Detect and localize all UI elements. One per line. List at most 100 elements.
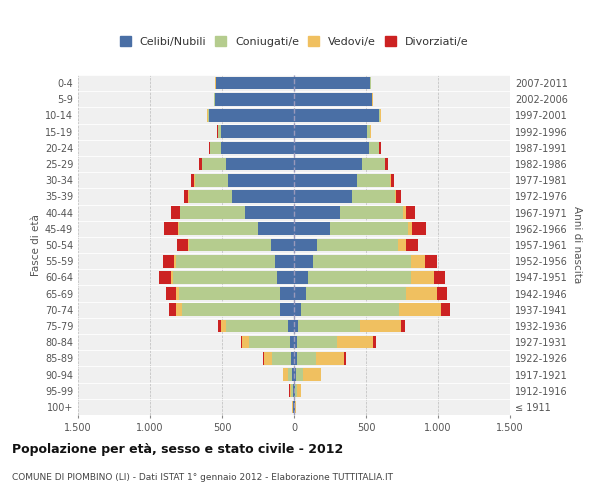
Bar [232,190,294,202]
Bar [308,271,410,283]
Bar [292,368,294,381]
Bar [294,126,367,138]
Bar [176,238,188,252]
Bar [395,190,396,202]
Bar [221,320,226,332]
Bar [297,352,316,364]
Bar [294,238,317,252]
Bar [367,126,370,138]
Bar [166,288,176,300]
Bar [171,206,179,219]
Bar [410,271,434,283]
Bar [283,368,287,381]
Bar [294,352,297,364]
Bar [344,352,346,364]
Bar [294,93,372,106]
Bar [271,238,294,252]
Bar [221,126,294,138]
Bar [298,320,360,332]
Bar [215,93,294,106]
Bar [294,336,297,348]
Bar [245,206,294,219]
Bar [221,142,294,154]
Bar [215,77,216,90]
Bar [362,158,385,170]
Bar [294,77,370,90]
Bar [169,304,176,316]
Bar [178,222,179,235]
Bar [209,142,210,154]
Y-axis label: Fasce di età: Fasce di età [31,214,41,276]
Bar [209,109,294,122]
Bar [211,142,221,154]
Bar [287,368,292,381]
Bar [297,336,337,348]
Bar [184,190,188,202]
Bar [294,158,362,170]
Bar [412,222,427,235]
Bar [176,304,182,316]
Bar [280,304,294,316]
Bar [218,126,221,138]
Bar [295,384,297,397]
Bar [294,288,305,300]
Bar [294,206,340,219]
Bar [301,304,399,316]
Bar [189,190,232,202]
Legend: Celibi/Nubili, Coniugati/e, Vedovi/e, Divorziati/e: Celibi/Nubili, Coniugati/e, Vedovi/e, Di… [119,36,469,47]
Bar [369,142,379,154]
Bar [294,271,308,283]
Bar [360,320,401,332]
Y-axis label: Anni di nascita: Anni di nascita [572,206,582,284]
Bar [164,222,178,235]
Bar [410,255,425,268]
Bar [294,368,296,381]
Bar [216,77,294,90]
Bar [179,206,180,219]
Bar [264,352,272,364]
Bar [228,174,294,186]
Bar [320,368,322,381]
Bar [171,271,173,283]
Bar [295,400,296,413]
Bar [226,158,294,170]
Bar [288,320,294,332]
Bar [250,336,290,348]
Bar [182,304,280,316]
Bar [403,206,406,219]
Bar [217,126,218,138]
Bar [406,206,415,219]
Bar [434,271,445,283]
Bar [218,320,221,332]
Bar [176,288,179,300]
Bar [226,320,288,332]
Bar [163,255,175,268]
Bar [340,206,403,219]
Bar [406,288,437,300]
Bar [291,352,294,364]
Bar [379,109,380,122]
Bar [194,174,228,186]
Bar [293,384,294,397]
Bar [294,255,313,268]
Bar [385,158,388,170]
Bar [293,400,294,413]
Bar [441,304,449,316]
Bar [180,206,245,219]
Bar [208,109,209,122]
Text: Popolazione per età, sesso e stato civile - 2012: Popolazione per età, sesso e stato civil… [12,442,343,456]
Bar [160,271,171,283]
Bar [277,271,294,283]
Bar [202,158,226,170]
Bar [294,304,301,316]
Bar [391,174,394,186]
Bar [408,222,412,235]
Bar [399,304,441,316]
Bar [372,93,373,106]
Bar [258,222,294,235]
Bar [401,320,405,332]
Bar [379,142,381,154]
Bar [294,384,295,397]
Bar [199,158,202,170]
Bar [305,288,406,300]
